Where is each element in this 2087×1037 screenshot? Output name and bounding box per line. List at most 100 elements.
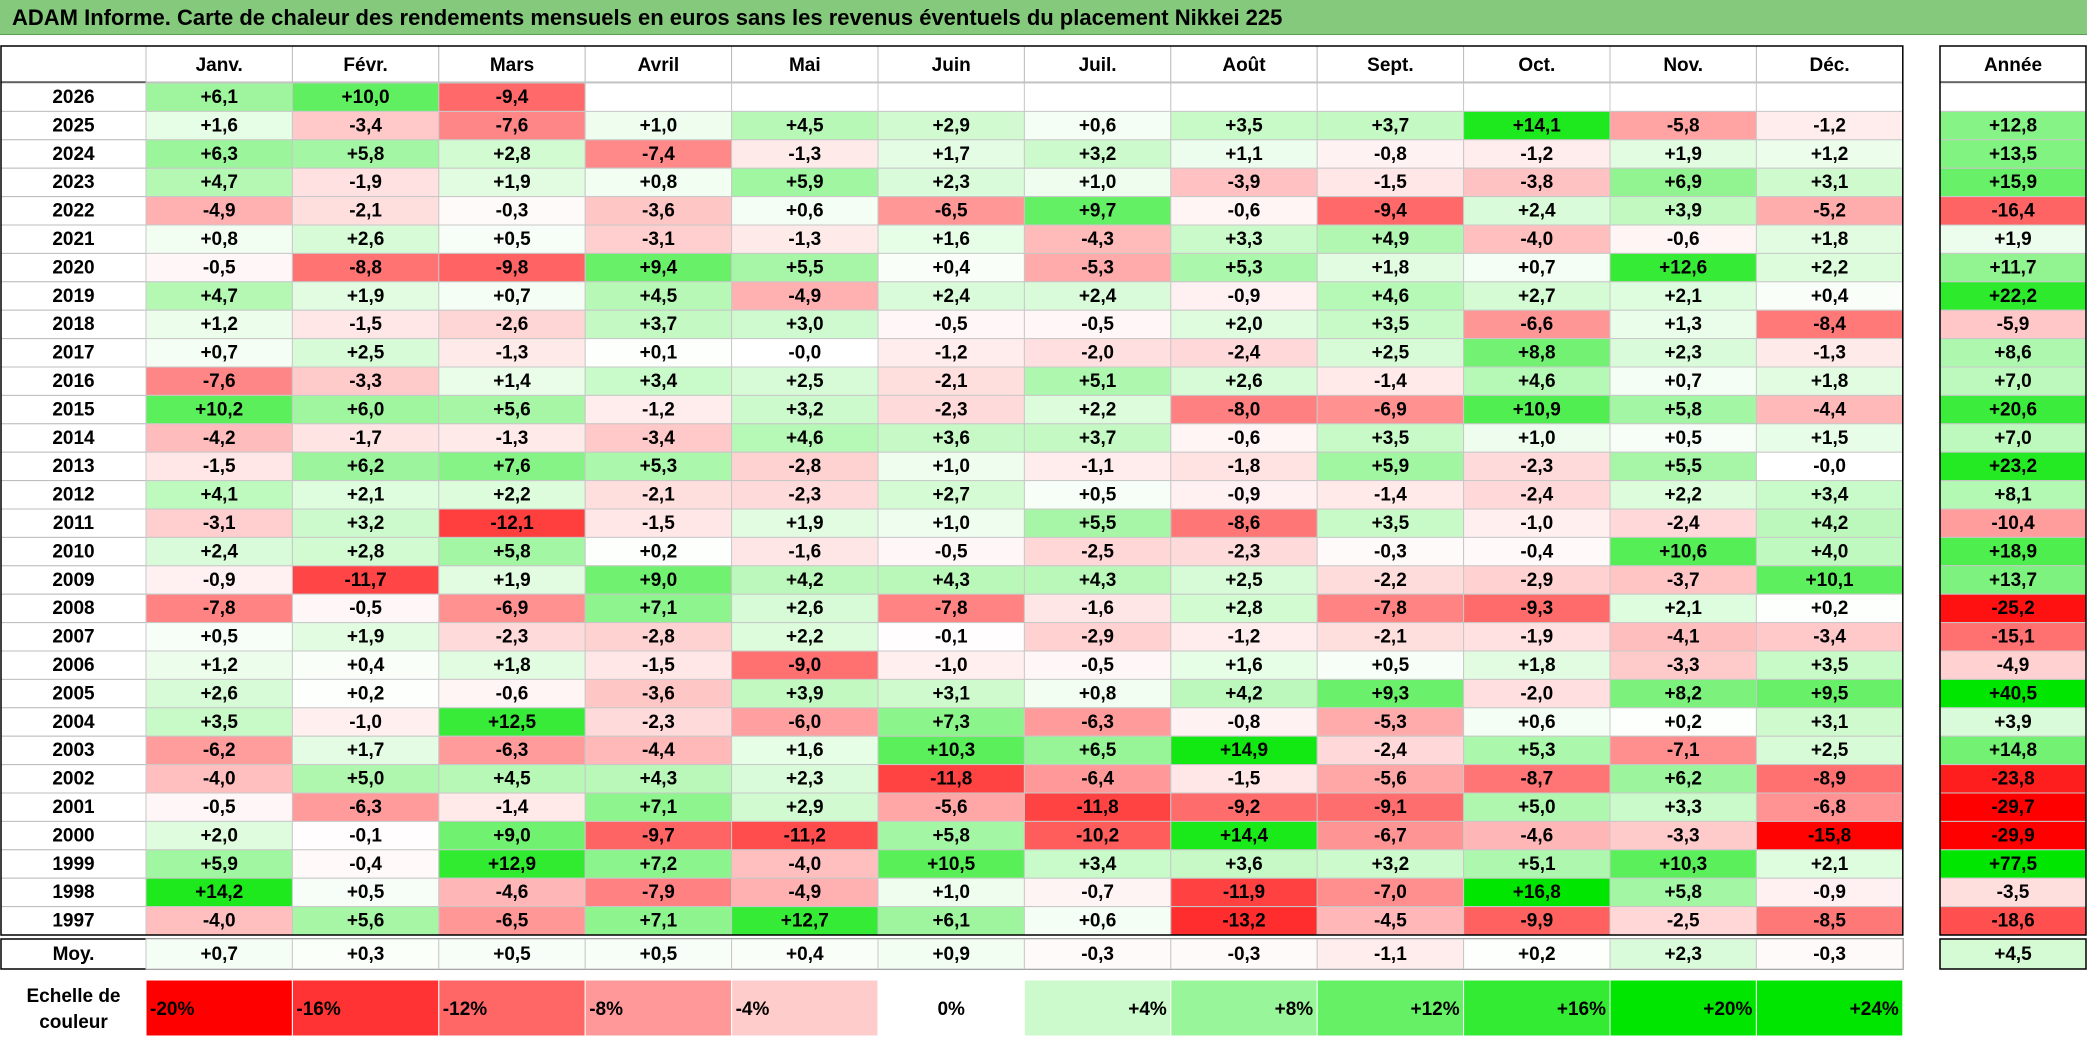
heatmap-cell-value: -4,1 bbox=[1667, 627, 1700, 648]
heatmap-cell-value: -4,4 bbox=[1813, 399, 1846, 420]
heatmap-cell-value: +7,3 bbox=[932, 712, 970, 733]
heatmap-cell-value: -0,9 bbox=[1228, 485, 1261, 506]
heatmap-cell bbox=[291, 906, 440, 936]
heatmap-cell-value: -6,3 bbox=[496, 740, 529, 761]
annual-cell-value: +7,0 bbox=[1994, 371, 2032, 392]
year-row-label: 2022 bbox=[52, 201, 94, 222]
heatmap-cell bbox=[1755, 281, 1904, 311]
heatmap-cell-value: +1,9 bbox=[347, 286, 385, 307]
month-header-label: Juil. bbox=[1079, 55, 1117, 76]
heatmap-cell-value: +5,1 bbox=[1079, 371, 1117, 392]
heatmap-cell bbox=[1463, 622, 1611, 652]
heatmap-cell-value: +6,1 bbox=[932, 911, 970, 932]
heatmap-cell-value: -2,0 bbox=[1081, 343, 1114, 364]
heatmap-cell bbox=[731, 167, 879, 198]
heatmap-cell-value: +9,0 bbox=[640, 570, 678, 591]
month-header-cell bbox=[877, 45, 1025, 83]
heatmap-cell-value: +10,2 bbox=[195, 399, 243, 420]
heatmap-cell-value: -8,7 bbox=[1520, 769, 1553, 790]
heatmap-cell bbox=[1755, 394, 1904, 425]
heatmap-cell bbox=[438, 451, 586, 482]
heatmap-cell-value: +2,2 bbox=[1811, 257, 1849, 278]
heatmap-cell-value: -6,9 bbox=[1374, 399, 1407, 420]
heatmap-cell bbox=[1755, 820, 1904, 851]
heatmap-cell bbox=[145, 394, 293, 425]
heatmap-cell bbox=[1609, 338, 1757, 368]
scale-label-line1: Echelle de bbox=[27, 986, 121, 1007]
heatmap-cell bbox=[438, 423, 586, 453]
heatmap-cell-value: +2,5 bbox=[1372, 343, 1410, 364]
annual-cell bbox=[1939, 366, 2087, 396]
heatmap-cell-value: -4,0 bbox=[203, 769, 236, 790]
heatmap-cell bbox=[877, 650, 1025, 680]
scale-swatch bbox=[877, 979, 1025, 1037]
heatmap-cell bbox=[1023, 565, 1172, 595]
heatmap-cell-value: -5,6 bbox=[1374, 769, 1407, 790]
average-cell bbox=[1609, 938, 1757, 970]
heatmap-cell-value: -1,7 bbox=[349, 428, 382, 449]
average-cell-value: -0,3 bbox=[1081, 944, 1114, 965]
heatmap-cell bbox=[438, 480, 586, 510]
annual-cell bbox=[1939, 394, 2087, 425]
heatmap-cell-value: -3,4 bbox=[349, 115, 382, 136]
scale-swatch-label: +20% bbox=[1703, 999, 1752, 1020]
heatmap-cell-value: +1,9 bbox=[493, 570, 531, 591]
year-row-label-cell bbox=[0, 792, 147, 822]
heatmap-cell-value: -7,8 bbox=[203, 598, 236, 619]
annual-cell bbox=[1939, 110, 2087, 141]
annual-cell-value: -5,9 bbox=[1997, 314, 2030, 335]
annual-cell bbox=[1939, 252, 2087, 283]
year-row-label-cell bbox=[0, 849, 147, 879]
heatmap-cell bbox=[584, 480, 733, 510]
heatmap-cell bbox=[877, 167, 1025, 198]
heatmap-cell-value: -0,0 bbox=[1813, 456, 1846, 477]
heatmap-cell-value: -2,3 bbox=[496, 627, 529, 648]
heatmap-cell-value: -2,3 bbox=[642, 712, 675, 733]
annual-cell bbox=[1939, 707, 2087, 737]
annual-cell-value: +13,7 bbox=[1989, 570, 2037, 591]
heatmap-cell-value: -1,4 bbox=[1374, 371, 1407, 392]
heatmap-cell-value: -0,5 bbox=[1081, 314, 1114, 335]
heatmap-cell bbox=[145, 678, 293, 709]
month-header-label: Avril bbox=[638, 55, 680, 76]
month-header-label: Sept. bbox=[1367, 55, 1413, 76]
heatmap-cell bbox=[1023, 764, 1172, 794]
heatmap-cell-value: +2,3 bbox=[932, 172, 970, 193]
heatmap-cell-value: -0,5 bbox=[203, 797, 236, 818]
heatmap-cell-value: +3,9 bbox=[1664, 201, 1702, 222]
heatmap-cell-value: -10,2 bbox=[1076, 825, 1119, 846]
heatmap-cell-value: -6,3 bbox=[1081, 712, 1114, 733]
scale-swatch-label: +4% bbox=[1128, 999, 1167, 1020]
heatmap-cell-value: -2,0 bbox=[1520, 683, 1553, 704]
year-row-label: 2015 bbox=[52, 399, 95, 420]
heatmap-cell-value: -5,8 bbox=[1667, 115, 1700, 136]
heatmap-cell bbox=[584, 423, 733, 453]
heatmap-cell bbox=[1609, 735, 1757, 766]
year-row-label: 1999 bbox=[52, 854, 94, 875]
heatmap-cell-value: +3,5 bbox=[1372, 314, 1410, 335]
average-cell-value: -0,3 bbox=[1228, 944, 1261, 965]
heatmap-cell bbox=[291, 252, 440, 283]
heatmap-cell bbox=[877, 764, 1025, 794]
heatmap-cell bbox=[584, 281, 733, 311]
heatmap-cell bbox=[438, 536, 586, 567]
average-cell-value: -1,1 bbox=[1374, 944, 1407, 965]
heatmap-cell bbox=[145, 82, 293, 112]
heatmap-cell bbox=[145, 707, 293, 737]
heatmap-cell bbox=[291, 338, 440, 368]
heatmap-cell-value: -9,8 bbox=[496, 257, 529, 278]
heatmap-cell bbox=[145, 849, 293, 879]
heatmap-cell-value: +0,5 bbox=[1079, 485, 1117, 506]
heatmap-cell-value: -0,6 bbox=[1228, 201, 1261, 222]
heatmap-cell-value: -3,1 bbox=[203, 513, 236, 534]
heatmap-cell bbox=[291, 536, 440, 567]
heatmap-cell-value: +3,2 bbox=[1372, 854, 1410, 875]
heatmap-cell bbox=[1023, 820, 1172, 851]
heatmap-cell-value: +3,7 bbox=[640, 314, 678, 335]
year-row-label: 2008 bbox=[52, 598, 94, 619]
heatmap-cell-value: -1,2 bbox=[1228, 627, 1261, 648]
heatmap-cell-value: +4,1 bbox=[200, 485, 238, 506]
heatmap-cell bbox=[145, 906, 293, 936]
heatmap-cell bbox=[438, 849, 586, 879]
heatmap-cell bbox=[1316, 735, 1465, 766]
